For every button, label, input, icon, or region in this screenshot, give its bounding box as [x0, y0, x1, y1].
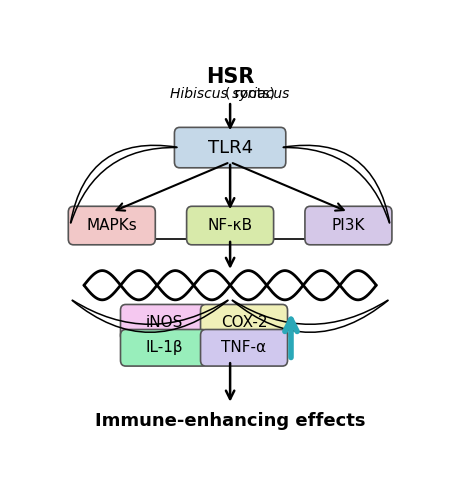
Text: roots): roots)	[230, 87, 275, 101]
FancyBboxPatch shape	[120, 304, 207, 341]
Text: COX-2: COX-2	[221, 316, 267, 330]
Text: TNF-α: TNF-α	[221, 340, 267, 355]
Text: Hibiscus syriacus: Hibiscus syriacus	[171, 87, 290, 101]
Text: iNOS: iNOS	[145, 316, 183, 330]
Text: MAPKs: MAPKs	[86, 218, 137, 233]
Text: TLR4: TLR4	[207, 138, 253, 156]
FancyBboxPatch shape	[120, 330, 207, 366]
FancyBboxPatch shape	[174, 128, 286, 168]
FancyBboxPatch shape	[201, 330, 287, 366]
FancyBboxPatch shape	[187, 206, 273, 245]
Text: IL-1β: IL-1β	[145, 340, 183, 355]
Text: HSR: HSR	[206, 68, 254, 87]
Text: (: (	[224, 87, 230, 101]
FancyBboxPatch shape	[201, 304, 287, 341]
FancyBboxPatch shape	[68, 206, 155, 245]
Text: PI3K: PI3K	[332, 218, 365, 233]
FancyBboxPatch shape	[305, 206, 392, 245]
Text: Immune-enhancing effects: Immune-enhancing effects	[95, 412, 365, 430]
Text: NF-κB: NF-κB	[207, 218, 253, 233]
